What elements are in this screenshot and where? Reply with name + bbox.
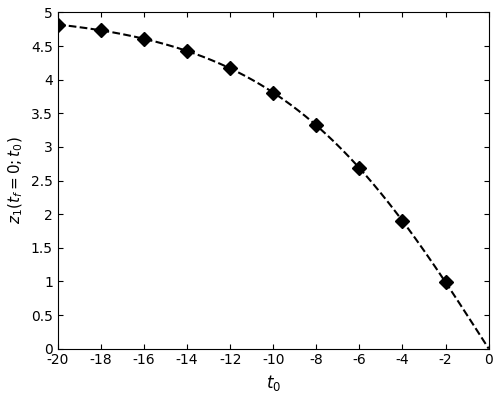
X-axis label: $t_0$: $t_0$ [266,373,281,393]
Y-axis label: $z_1(t_f = 0; t_0)$: $z_1(t_f = 0; t_0)$ [7,137,26,224]
